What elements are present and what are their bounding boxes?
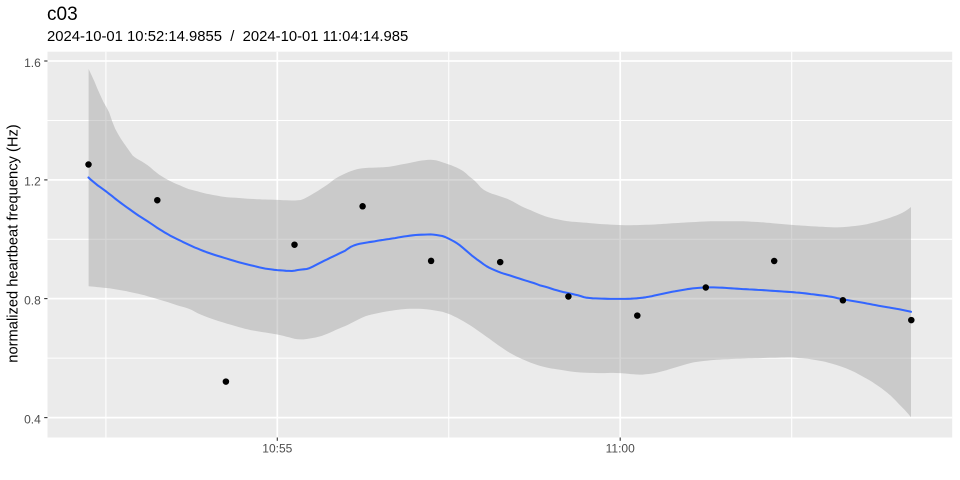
svg-text:normalized heartbeat frequency: normalized heartbeat frequency (Hz) <box>6 124 22 362</box>
svg-text:1.2: 1.2 <box>24 175 41 189</box>
svg-text:0.4: 0.4 <box>24 412 41 426</box>
svg-text:0.8: 0.8 <box>24 293 41 307</box>
svg-text:2024-10-01 10:52:14.9855 / 2: 2024-10-01 10:52:14.9855 / 2024-10-01 11… <box>47 29 408 45</box>
svg-text:10:55: 10:55 <box>262 442 292 456</box>
svg-text:11:00: 11:00 <box>606 442 635 456</box>
svg-text:1.6: 1.6 <box>24 56 41 70</box>
svg-text:c03: c03 <box>47 4 78 25</box>
